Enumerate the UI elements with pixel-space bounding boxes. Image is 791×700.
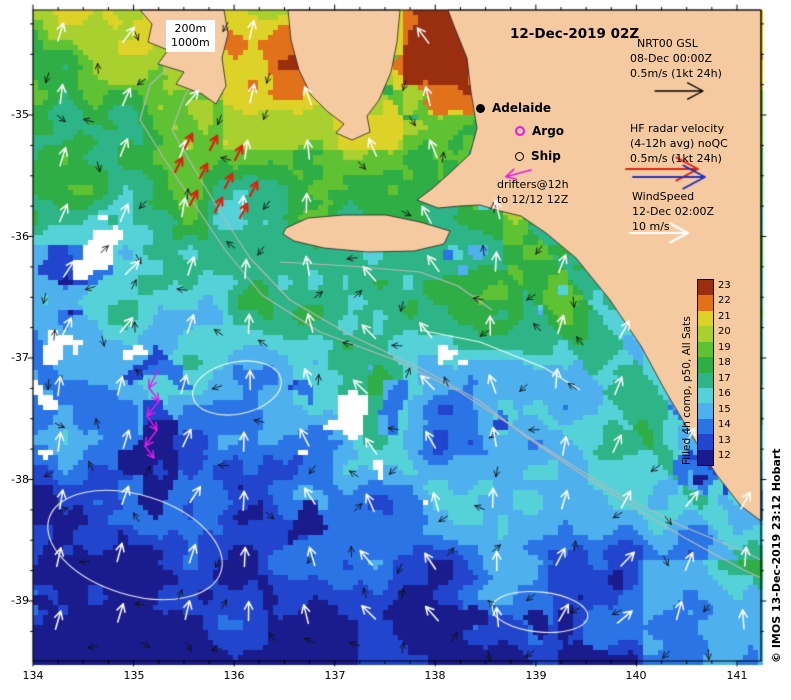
gsl-legend-title: NRT00 GSL bbox=[637, 37, 698, 50]
wind-legend-title: WindSpeed bbox=[632, 190, 695, 203]
ship-label: Ship bbox=[531, 149, 561, 163]
x-tick-label: 134 bbox=[22, 669, 44, 682]
ship-icon bbox=[515, 151, 524, 161]
x-tick-label: 141 bbox=[726, 669, 748, 682]
hf-radar-legend-block: HF radar velocity (4-12h avg) noQC 0.5m/… bbox=[630, 121, 780, 166]
depth-contour-labels: 200m 1000m bbox=[166, 20, 215, 52]
adelaide-marker-row: Adelaide bbox=[476, 101, 551, 115]
gsl-legend-block: NRT00 GSL 08-Dec 00:00Z 0.5m/s (1kt 24h) bbox=[630, 36, 780, 81]
colorbar-tick: 19 bbox=[718, 342, 731, 353]
y-tick-label: -39 bbox=[11, 594, 29, 607]
gsl-legend-scale: 0.5m/s (1kt 24h) bbox=[630, 67, 722, 80]
wind-legend-block: WindSpeed 12-Dec 02:00Z 10 m/s bbox=[632, 189, 782, 234]
x-tick-label: 137 bbox=[324, 669, 346, 682]
x-tick-label: 138 bbox=[424, 669, 446, 682]
colorbar-tick: 21 bbox=[718, 311, 731, 322]
colorbar-tick: 14 bbox=[718, 419, 731, 430]
colorbar-tick: 17 bbox=[718, 373, 731, 384]
argo-legend-row: Argo bbox=[515, 124, 564, 138]
imos-credit: © IMOS 13-Dec-2019 23:12 Hobart bbox=[770, 448, 783, 663]
x-tick-label: 139 bbox=[525, 669, 547, 682]
colorbar-tick: 15 bbox=[718, 404, 731, 415]
drifters-line2: to 12/12 12Z bbox=[497, 193, 569, 206]
x-tick-label: 140 bbox=[625, 669, 647, 682]
colorbar-tick: 18 bbox=[718, 357, 731, 368]
colorbar-label: Filled 4h comp, p50, All Sats bbox=[681, 316, 693, 465]
drifters-line1: drifters@12h bbox=[497, 178, 569, 191]
gsl-legend-time: 08-Dec 00:00Z bbox=[630, 52, 712, 65]
hf-legend-title: HF radar velocity bbox=[630, 122, 725, 135]
adelaide-label: Adelaide bbox=[492, 101, 552, 115]
y-tick-label: -35 bbox=[11, 108, 29, 121]
depth-200m-label: 200m bbox=[174, 22, 207, 35]
colorbar-tick: 12 bbox=[718, 450, 731, 461]
argo-float-icon bbox=[515, 126, 525, 136]
colorbar-tick: 16 bbox=[718, 388, 731, 399]
colorbar bbox=[697, 279, 714, 466]
y-tick-label: -37 bbox=[11, 351, 29, 364]
y-tick-label: -38 bbox=[11, 473, 29, 486]
ship-legend-row: Ship bbox=[515, 149, 561, 163]
argo-label: Argo bbox=[532, 124, 565, 138]
x-tick-label: 136 bbox=[223, 669, 245, 682]
map-title: 12-Dec-2019 02Z bbox=[510, 26, 640, 42]
colorbar-tick: 22 bbox=[718, 295, 731, 306]
hf-legend-subtitle: (4-12h avg) noQC bbox=[630, 137, 728, 150]
hf-legend-scale: 0.5m/s (1kt 24h) bbox=[630, 152, 722, 165]
y-tick-label: -36 bbox=[11, 230, 29, 243]
colorbar-tick: 20 bbox=[718, 326, 731, 337]
depth-1000m-label: 1000m bbox=[171, 36, 210, 49]
x-tick-label: 135 bbox=[123, 669, 145, 682]
drifters-annotation: drifters@12h to 12/12 12Z bbox=[497, 177, 569, 207]
wind-legend-time: 12-Dec 02:00Z bbox=[632, 205, 714, 218]
colorbar-tick: 13 bbox=[718, 435, 731, 446]
adelaide-city-dot-icon bbox=[476, 103, 485, 113]
colorbar-tick: 23 bbox=[718, 280, 731, 291]
wind-legend-scale: 10 m/s bbox=[632, 220, 670, 233]
